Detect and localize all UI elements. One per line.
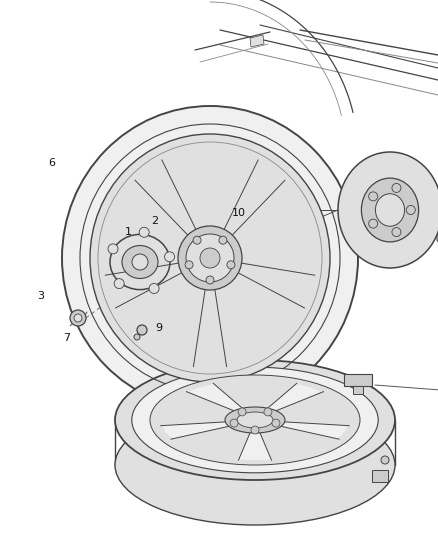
Circle shape	[108, 244, 118, 254]
Ellipse shape	[115, 405, 395, 525]
Ellipse shape	[132, 367, 378, 473]
Polygon shape	[218, 260, 314, 308]
Ellipse shape	[237, 412, 273, 428]
Ellipse shape	[74, 314, 82, 322]
Polygon shape	[136, 161, 206, 252]
Text: 10: 10	[232, 208, 246, 218]
Ellipse shape	[200, 248, 220, 268]
Text: 9: 9	[155, 323, 162, 333]
Polygon shape	[258, 384, 322, 416]
Ellipse shape	[375, 194, 405, 226]
Circle shape	[114, 279, 124, 288]
Circle shape	[392, 228, 401, 237]
Text: 2: 2	[151, 216, 158, 226]
Polygon shape	[239, 425, 271, 460]
Circle shape	[406, 206, 415, 214]
Polygon shape	[262, 421, 348, 439]
Polygon shape	[437, 175, 438, 255]
Ellipse shape	[178, 226, 242, 290]
Ellipse shape	[186, 234, 234, 282]
Circle shape	[165, 252, 175, 262]
Circle shape	[369, 192, 378, 201]
Circle shape	[139, 227, 149, 237]
Ellipse shape	[361, 178, 419, 242]
Polygon shape	[372, 470, 388, 482]
Polygon shape	[250, 35, 264, 47]
Ellipse shape	[115, 360, 395, 480]
Polygon shape	[162, 421, 248, 439]
Polygon shape	[106, 260, 202, 308]
Circle shape	[369, 219, 378, 228]
Polygon shape	[194, 267, 226, 367]
Ellipse shape	[110, 235, 170, 289]
Text: 6: 6	[48, 158, 55, 167]
Ellipse shape	[225, 407, 285, 433]
Circle shape	[230, 419, 238, 427]
Circle shape	[137, 325, 147, 335]
Circle shape	[132, 254, 148, 270]
Ellipse shape	[70, 310, 86, 326]
Polygon shape	[353, 386, 363, 394]
Polygon shape	[214, 161, 284, 252]
Ellipse shape	[122, 246, 158, 279]
Text: 3: 3	[37, 291, 44, 301]
Circle shape	[149, 284, 159, 294]
Circle shape	[238, 408, 246, 416]
Ellipse shape	[150, 375, 360, 465]
Circle shape	[381, 456, 389, 464]
Ellipse shape	[90, 134, 330, 382]
Circle shape	[193, 236, 201, 244]
Circle shape	[227, 261, 235, 269]
Ellipse shape	[338, 152, 438, 268]
Text: 1: 1	[125, 227, 132, 237]
Circle shape	[251, 426, 259, 434]
Circle shape	[206, 276, 214, 284]
Text: 7: 7	[64, 334, 71, 343]
Circle shape	[264, 408, 272, 416]
Polygon shape	[187, 384, 251, 416]
Circle shape	[272, 419, 280, 427]
Circle shape	[392, 183, 401, 192]
Circle shape	[219, 236, 227, 244]
Ellipse shape	[62, 106, 358, 410]
Circle shape	[185, 261, 193, 269]
Circle shape	[134, 334, 140, 340]
Polygon shape	[344, 374, 372, 386]
